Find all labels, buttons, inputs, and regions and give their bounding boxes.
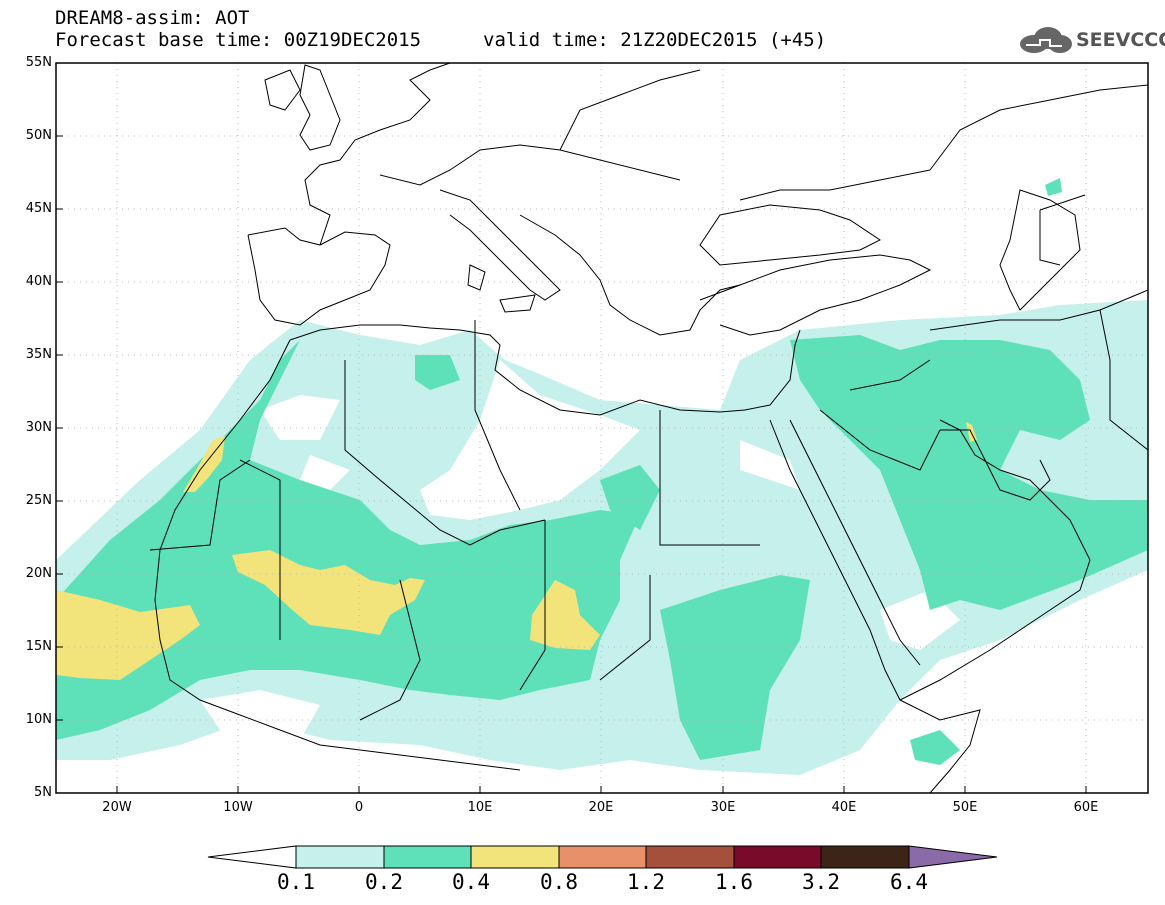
colorbar-label: 0.8 [540, 870, 578, 894]
lat-label: 50N [25, 128, 52, 143]
aot-band-0.4 [56, 590, 200, 680]
colorbar-label: 6.4 [890, 870, 928, 894]
lat-label: 10N [25, 712, 52, 727]
colorbar-box-7 [820, 845, 910, 869]
aot-band-0.2 [56, 340, 640, 740]
colorbar-label: 0.1 [277, 870, 315, 894]
colorbar-box-4 [558, 845, 647, 869]
lon-label: 10E [467, 800, 493, 815]
colorbar-label: 1.6 [715, 870, 753, 894]
lon-label: 60E [1073, 800, 1099, 815]
lat-label: 15N [25, 639, 52, 654]
map-title: DREAM8-assim: AOT [55, 7, 250, 29]
colorbar-box-5 [645, 845, 735, 869]
lon-label: 0 [354, 800, 364, 815]
colorbar-label: 0.2 [365, 870, 403, 894]
lat-label: 45N [25, 201, 52, 216]
colorbar-arrow-high [908, 845, 998, 869]
colorbar-label: 0.4 [452, 870, 490, 894]
colorbar-label: 1.2 [627, 870, 665, 894]
lat-label: 55N [25, 55, 52, 70]
colorbar-box-1 [295, 845, 385, 869]
axis-ticks [56, 135, 1087, 793]
colorbar-box-3 [470, 845, 560, 869]
colorbar-arrow-low [207, 845, 297, 869]
lon-label: 20E [588, 800, 614, 815]
colorbar-label: 3.2 [802, 870, 840, 894]
coastlines [149, 63, 1148, 793]
lat-label: 30N [25, 420, 52, 435]
lon-label: 50E [952, 800, 978, 815]
valid-time: valid time: 21Z20DEC2015 (+45) [483, 29, 827, 51]
colorbar-box-2 [383, 845, 472, 869]
lon-label: 10W [223, 800, 253, 815]
colorbar [207, 845, 998, 869]
lon-label: 40E [831, 800, 857, 815]
aot-field [56, 178, 1148, 775]
lat-label: 25N [25, 493, 52, 508]
lat-label: 40N [25, 274, 52, 289]
colorbar-box-6 [733, 845, 822, 869]
graticule [56, 63, 1148, 793]
logo-text: SEEVCCC [1076, 29, 1165, 51]
lat-label: 20N [25, 566, 52, 581]
lat-label: 35N [25, 347, 52, 362]
lat-label: 5N [34, 785, 52, 800]
forecast-base-time: Forecast base time: 00Z19DEC2015 [55, 29, 422, 51]
cloud-icon [1020, 27, 1072, 53]
lon-label: 20W [102, 800, 132, 815]
lon-label: 30E [710, 800, 736, 815]
seevccc-logo: SEEVCCC [1018, 24, 1165, 56]
